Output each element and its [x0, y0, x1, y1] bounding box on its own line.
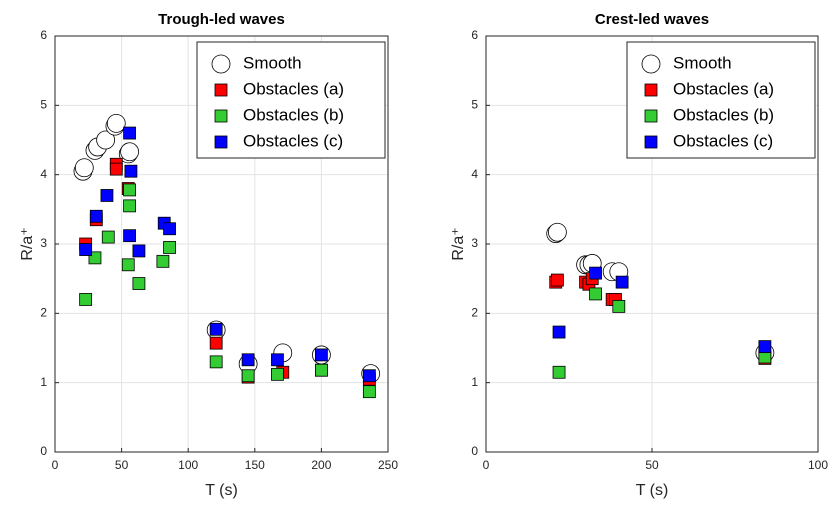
axes-frame [485, 35, 819, 453]
point [106, 113, 126, 133]
point [163, 241, 176, 254]
point [123, 126, 136, 140]
x-tick-label: 50 [115, 458, 129, 472]
point [209, 336, 223, 350]
legend-label: Smooth [673, 53, 732, 72]
legend-marker [644, 83, 658, 97]
point [241, 353, 255, 367]
chart-title: Crest-led waves [595, 11, 709, 28]
y-tick-label: 1 [40, 375, 47, 389]
x-axis-label: T (s) [205, 482, 238, 499]
point [362, 385, 376, 399]
y-tick-label: 2 [40, 306, 47, 320]
axes-frame [54, 35, 389, 453]
point [209, 322, 223, 336]
point [123, 183, 136, 197]
point [123, 199, 136, 213]
y-tick-label: 0 [471, 444, 478, 458]
point [552, 325, 566, 339]
point [362, 369, 376, 383]
legend-label: Obstacles (c) [673, 131, 773, 150]
legend-marker [211, 54, 231, 74]
point [74, 158, 94, 178]
subplot: 0 50 100 0 1 2 3 4 5 6 Crest-led waves T (s) R/a⁺ Smo… [450, 11, 828, 499]
legend-label: Obstacles (a) [673, 79, 774, 98]
y-axis-label: R/a⁺ [450, 227, 467, 260]
legend-marker [644, 135, 658, 149]
y-tick-label: 4 [471, 167, 478, 181]
x-tick-label: 100 [808, 458, 828, 472]
x-tick-label: 50 [645, 458, 659, 472]
x-tick-label: 100 [178, 458, 198, 472]
y-tick-label: 3 [40, 236, 47, 250]
point [552, 365, 566, 379]
point [314, 348, 328, 362]
y-tick-label: 4 [40, 167, 47, 181]
point [101, 230, 115, 244]
point [271, 353, 284, 367]
point [132, 277, 146, 290]
legend-label: Obstacles (a) [243, 79, 344, 98]
point [121, 258, 135, 272]
point [124, 164, 138, 178]
x-tick-label: 0 [483, 458, 490, 472]
point [109, 162, 123, 176]
legend-marker [214, 135, 228, 149]
point [96, 130, 116, 150]
point [612, 299, 626, 313]
point [100, 189, 114, 202]
point [550, 273, 564, 287]
point [615, 275, 629, 289]
point [241, 369, 255, 383]
y-tick-label: 2 [471, 306, 478, 320]
y-tick-label: 6 [40, 28, 47, 42]
legend-marker [641, 54, 661, 74]
y-tick-label: 3 [471, 236, 478, 250]
point [163, 222, 176, 236]
y-tick-label: 0 [40, 444, 47, 458]
point [547, 222, 567, 242]
chart-title: Trough-led waves [158, 11, 285, 28]
x-tick-label: 150 [245, 458, 265, 472]
legend-marker [644, 109, 658, 123]
y-tick-label: 1 [471, 375, 478, 389]
point [132, 244, 146, 258]
point [120, 142, 139, 162]
y-tick-label: 5 [40, 98, 47, 112]
legend-marker [214, 83, 228, 97]
point [589, 266, 602, 280]
point [209, 355, 223, 369]
point [156, 254, 170, 268]
point [314, 363, 328, 377]
point [589, 287, 602, 301]
x-tick-label: 250 [378, 458, 398, 472]
y-tick-label: 5 [471, 98, 478, 112]
legend-label: Obstacles (b) [243, 105, 344, 124]
point [123, 229, 136, 243]
point [79, 243, 93, 256]
point [758, 340, 772, 354]
legend-label: Obstacles (b) [673, 105, 774, 124]
point [89, 209, 103, 223]
x-tick-label: 200 [311, 458, 331, 472]
x-tick-label: 0 [52, 458, 59, 472]
y-axis-label: R/a⁺ [19, 227, 36, 260]
point [271, 367, 284, 381]
x-axis-label: T (s) [636, 482, 669, 499]
legend-label: Obstacles (c) [243, 131, 343, 150]
subplot: 0 50 100 150 200 250 0 1 2 3 4 5 6 Trough-led waves T … [19, 11, 398, 499]
point [79, 293, 93, 306]
legend-marker [214, 109, 228, 123]
y-tick-label: 6 [471, 28, 478, 42]
legend-label: Smooth [243, 53, 302, 72]
